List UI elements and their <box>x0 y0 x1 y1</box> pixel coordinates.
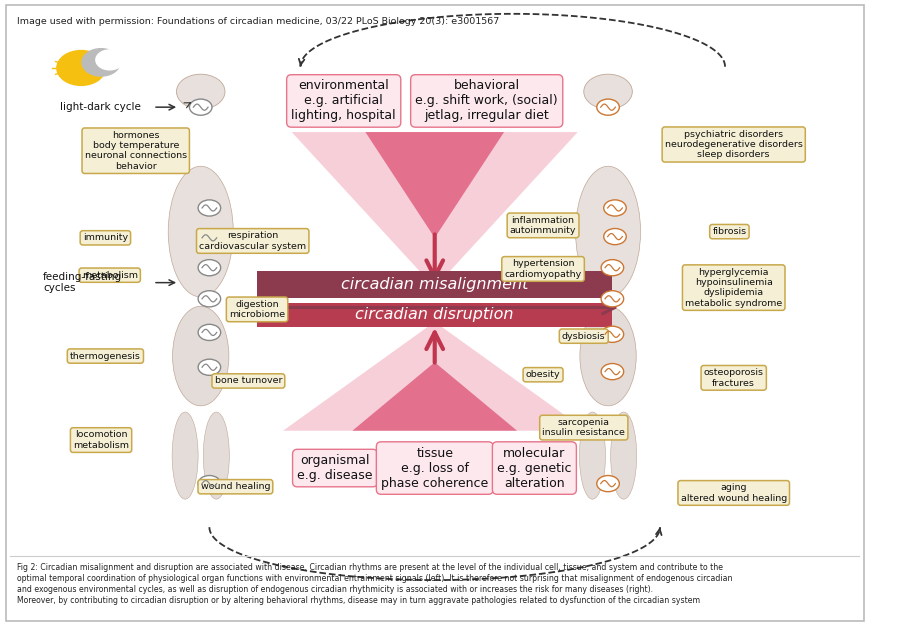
Ellipse shape <box>172 412 198 499</box>
Text: tissue
e.g. loss of
phase coherence: tissue e.g. loss of phase coherence <box>381 446 489 489</box>
Ellipse shape <box>173 306 229 406</box>
Circle shape <box>597 99 619 115</box>
Circle shape <box>601 291 624 307</box>
Polygon shape <box>353 362 518 431</box>
Circle shape <box>176 74 225 109</box>
FancyBboxPatch shape <box>257 271 612 298</box>
Circle shape <box>198 324 220 341</box>
Text: environmental
e.g. artificial
lighting, hospital: environmental e.g. artificial lighting, … <box>292 79 396 122</box>
Circle shape <box>198 476 220 492</box>
Text: dysbiosis: dysbiosis <box>562 332 606 341</box>
Text: bone turnover: bone turnover <box>214 376 282 386</box>
Ellipse shape <box>168 166 233 297</box>
Text: fibrosis: fibrosis <box>712 227 746 236</box>
Circle shape <box>57 51 105 86</box>
Polygon shape <box>292 132 578 288</box>
Circle shape <box>198 230 220 246</box>
Text: Fig 2: Circadian misalignment and disruption are associated with disease. Circad: Fig 2: Circadian misalignment and disrup… <box>17 562 733 605</box>
Text: circadian disruption: circadian disruption <box>356 308 514 322</box>
Circle shape <box>604 229 626 244</box>
Circle shape <box>82 49 120 76</box>
Text: psychiatric disorders
neurodegenerative disorders
sleep disorders: psychiatric disorders neurodegenerative … <box>665 129 803 159</box>
Text: hypertension
cardiomyopathy: hypertension cardiomyopathy <box>504 259 581 279</box>
Text: light-dark cycle: light-dark cycle <box>60 102 141 112</box>
Text: thermogenesis: thermogenesis <box>70 351 140 361</box>
Text: metabolism: metabolism <box>82 271 138 279</box>
Text: feeding-fasting
cycles: feeding-fasting cycles <box>43 272 122 293</box>
Text: Image used with permission: Foundations of circadian medicine, 03/22 PLoS Biolog: Image used with permission: Foundations … <box>17 17 500 26</box>
Text: obesity: obesity <box>526 370 561 379</box>
Polygon shape <box>284 322 587 431</box>
Circle shape <box>96 50 123 70</box>
Circle shape <box>198 291 220 307</box>
Ellipse shape <box>580 306 636 406</box>
Polygon shape <box>365 132 504 238</box>
Text: sarcopenia
insulin resistance: sarcopenia insulin resistance <box>543 418 625 437</box>
Text: wound healing: wound healing <box>201 482 270 491</box>
Ellipse shape <box>580 412 606 499</box>
Text: immunity: immunity <box>83 233 128 242</box>
FancyBboxPatch shape <box>257 302 612 328</box>
Circle shape <box>584 74 633 109</box>
Circle shape <box>198 359 220 376</box>
Circle shape <box>198 259 220 276</box>
Ellipse shape <box>611 412 636 499</box>
Text: hyperglycemia
hypoinsulinemia
dyslipidemia
metabolic syndrome: hyperglycemia hypoinsulinemia dyslipidem… <box>685 268 782 308</box>
Text: aging
altered wound healing: aging altered wound healing <box>680 483 787 502</box>
Text: inflammation
autoimmunity: inflammation autoimmunity <box>509 216 576 235</box>
Ellipse shape <box>576 166 641 297</box>
Circle shape <box>601 364 624 380</box>
Text: behavioral
e.g. shift work, (social)
jetlag, irregular diet: behavioral e.g. shift work, (social) jet… <box>416 79 558 122</box>
Text: locomotion
metabolism: locomotion metabolism <box>73 431 129 450</box>
Text: digestion
microbiome: digestion microbiome <box>229 300 285 319</box>
Text: hormones
body temperature
neuronal connections
behavior: hormones body temperature neuronal conne… <box>85 131 187 171</box>
Text: respiration
cardiovascular system: respiration cardiovascular system <box>199 231 306 251</box>
Circle shape <box>601 259 624 276</box>
Text: organismal
e.g. disease: organismal e.g. disease <box>297 454 373 482</box>
Circle shape <box>190 99 212 115</box>
Circle shape <box>601 326 624 342</box>
Text: circadian misalignment: circadian misalignment <box>341 277 528 292</box>
Circle shape <box>604 200 626 216</box>
Circle shape <box>198 200 220 216</box>
Circle shape <box>597 476 619 492</box>
Ellipse shape <box>203 412 230 499</box>
Text: molecular
e.g. genetic
alteration: molecular e.g. genetic alteration <box>497 446 572 489</box>
Text: osteoporosis
fractures: osteoporosis fractures <box>704 368 764 388</box>
